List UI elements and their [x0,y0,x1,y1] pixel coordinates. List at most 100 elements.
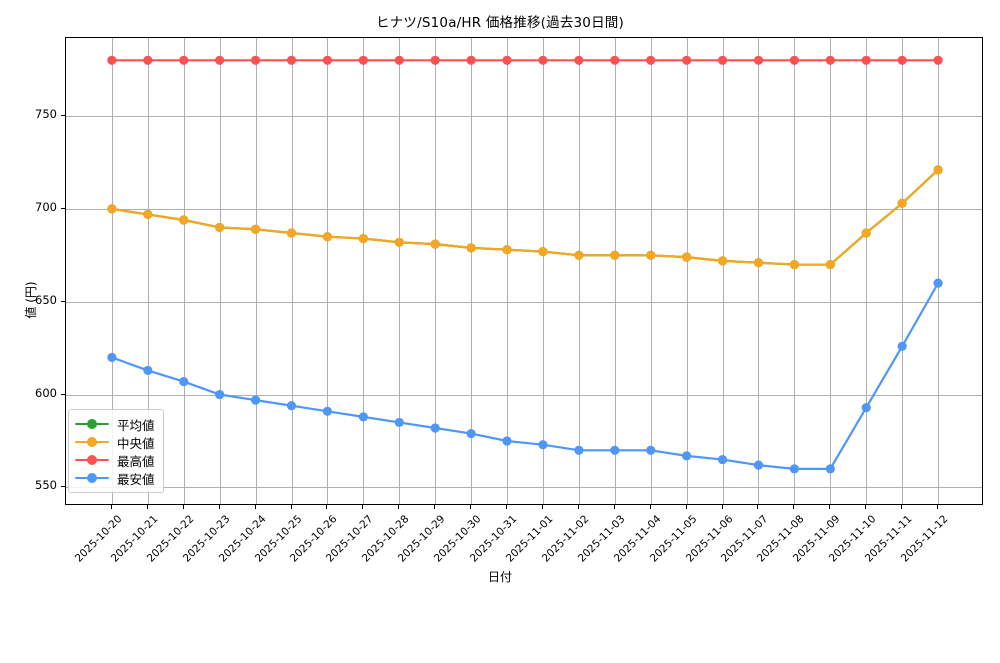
y-tick-label: 700 [35,199,57,214]
x-tick-mark [398,505,400,509]
data-point-marker [358,412,368,422]
legend-item-平均値[interactable]: 平均値 [75,415,155,433]
y-tick-mark [61,115,65,116]
series-svg [107,55,943,474]
legend-marker-icon [75,471,109,485]
data-point-marker [394,55,404,65]
data-point-marker [646,55,656,65]
legend-marker-icon [75,453,109,467]
gridline-vertical [327,38,329,504]
data-point-marker [502,55,512,65]
legend-item-中央値[interactable]: 中央値 [75,433,155,451]
x-tick-mark [541,505,543,509]
x-tick-mark [434,505,436,509]
x-tick-mark [757,505,759,509]
data-point-marker [215,55,225,65]
data-point-marker [574,55,584,65]
data-point-marker [861,402,871,413]
data-point-marker [466,55,476,65]
data-point-marker [646,250,656,260]
y-tick-mark [61,486,65,488]
data-point-marker [682,451,692,461]
data-point-marker [789,464,800,474]
x-tick-mark [793,505,795,509]
data-point-marker [430,423,440,433]
gridline-vertical [399,38,401,504]
data-point-marker [286,401,297,411]
data-point-marker [358,233,368,244]
data-point-marker [717,256,728,266]
price-trend-chart: ヒナツ/S10a/HR 価格推移(過去30日間) 値 (円) 日付 550 600… [24,15,983,584]
gridline-vertical [866,38,868,504]
gridline-vertical [507,38,509,504]
gridline-vertical [542,38,544,504]
legend-item-最高値[interactable]: 最高値 [75,451,155,469]
data-point-marker [250,55,261,65]
x-tick-mark [865,505,867,509]
data-point-marker [897,55,907,65]
data-point-marker [466,428,476,439]
data-point-marker [717,454,728,465]
data-point-marker [107,204,117,214]
x-tick-mark [290,505,292,509]
data-point-marker [933,165,943,175]
data-point-marker [394,237,404,247]
gridline-vertical [614,38,616,504]
gridline-horizontal [66,301,982,303]
gridline-vertical [363,38,365,504]
gridline-vertical [578,38,580,504]
data-point-marker [538,246,548,257]
data-point-marker [897,198,907,208]
gridline-vertical [471,38,473,504]
data-point-marker [430,239,440,249]
data-point-marker [322,406,333,416]
data-point-marker [753,460,764,470]
data-point-marker [825,464,835,474]
x-tick-mark [326,505,328,509]
y-tick-label: 750 [35,107,57,121]
legend-item-最安値[interactable]: 最安値 [75,469,155,487]
gridline-horizontal [66,487,982,489]
gridline-vertical [111,38,113,504]
data-point-marker [143,365,153,376]
data-point-marker [322,232,333,242]
gridline-vertical [219,38,221,504]
gridline-vertical [435,38,437,504]
data-point-marker [789,259,800,270]
gridline-vertical [830,38,832,504]
x-tick-mark [901,505,903,509]
data-point-marker [789,55,800,65]
x-tick-mark [146,505,148,509]
data-point-marker [179,376,189,387]
data-point-marker [250,395,261,405]
legend-dot-icon [87,419,97,429]
data-point-marker [466,243,476,253]
chart-legend: 平均値 中央値 最高値 最安値 [68,409,164,493]
series-line [110,282,940,470]
legend-dot-icon [87,473,97,483]
chart-title: ヒナツ/S10a/HR 価格推移(過去30日間) [376,15,624,31]
gridline-vertical [902,38,904,504]
series-layer [66,38,982,504]
data-point-marker [682,55,692,65]
data-point-marker [250,224,261,234]
data-point-marker [933,55,943,65]
gridline-vertical [758,38,760,504]
legend-dot-icon [87,455,97,465]
series-最安値 [107,278,943,474]
x-tick-mark [218,505,220,509]
data-point-marker [933,278,943,288]
plot-area [65,37,983,505]
data-point-marker [322,55,333,65]
data-point-marker [538,440,548,450]
data-point-marker [861,55,871,65]
legend-dot-icon [87,437,97,447]
series-line [110,168,940,266]
data-point-marker [646,445,656,455]
y-tick-label: 600 [35,385,57,400]
data-point-marker [753,55,764,65]
x-tick-mark [829,505,831,509]
y-tick-mark [61,393,65,395]
grid-layer [66,38,982,504]
data-point-marker [107,352,117,363]
